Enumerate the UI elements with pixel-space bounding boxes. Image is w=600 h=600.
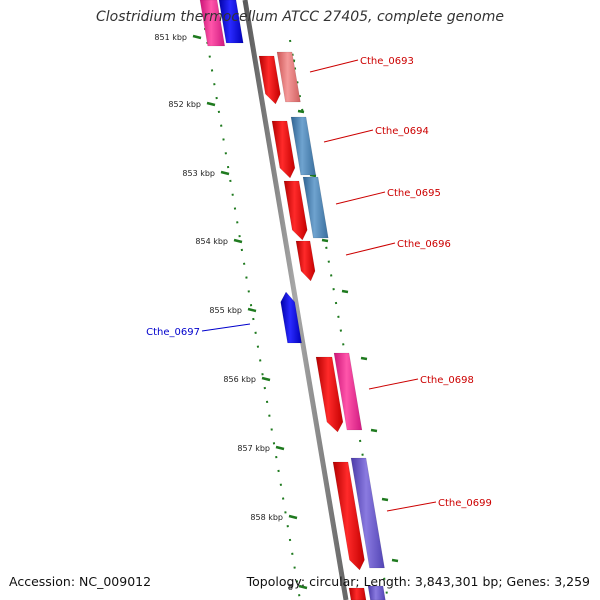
gene-name[interactable]: Cthe_0696 — [397, 239, 451, 250]
sequence-backbone — [242, 0, 349, 600]
tick-label: 858 kbp — [250, 513, 283, 522]
reverse-cds-feature — [218, 0, 244, 44]
outer-tick-mark — [370, 428, 378, 433]
map-title: Clostridium thermocellum ATCC 27405, com… — [96, 9, 504, 25]
gene-name[interactable]: Cthe_0693 — [360, 56, 414, 67]
ruler-tick: 856 kbp — [223, 375, 271, 384]
ruler-tick: 853 kbp — [182, 169, 230, 178]
tick-label: 855 kbp — [209, 306, 242, 315]
tick-label: 856 kbp — [223, 375, 256, 384]
leader-line — [323, 129, 374, 143]
ruler-tick: 8 — [288, 583, 308, 592]
cog-pink-feature — [333, 352, 363, 431]
ruler-tick: 852 kbp — [168, 100, 216, 109]
tick-mark — [261, 376, 271, 382]
tick-label: 851 kbp — [154, 33, 187, 42]
ruler-ticks: 851 kbp 852 kbp 853 kbp 854 kbp 855 kbp 856 k… — [154, 33, 399, 592]
gene-features — [199, 0, 386, 600]
forward-cds-feature — [258, 55, 281, 105]
outer-tick-mark — [381, 497, 389, 502]
cog-purple-feature — [367, 585, 386, 600]
tick-label: 854 kbp — [195, 237, 228, 246]
tick-label: 857 kbp — [237, 444, 270, 453]
cog-steelblue-feature — [302, 176, 329, 239]
tick-mark — [288, 514, 298, 520]
outer-tick-mark — [309, 173, 317, 178]
outer-tick-mark — [321, 238, 329, 243]
gene-label-cthe-0699[interactable]: Cthe_0699 — [386, 498, 492, 512]
forward-cds-feature — [332, 461, 365, 571]
leader-line — [345, 242, 396, 256]
gene-label-cthe-0693[interactable]: Cthe_0693 — [309, 56, 414, 73]
gene-name[interactable]: Cthe_0695 — [387, 188, 441, 199]
cog-purple-feature — [350, 457, 385, 569]
outer-tick-mark — [360, 356, 368, 361]
ruler-tick: 854 kbp — [195, 237, 243, 246]
forward-cds-feature — [348, 587, 367, 600]
outer-tick-mark — [391, 558, 399, 563]
outer-tick-mark — [341, 289, 349, 294]
leader-line — [201, 323, 251, 332]
cog-salmon-feature — [276, 51, 301, 103]
gene-name[interactable]: Cthe_0697 — [146, 327, 200, 338]
tick-label: 852 kbp — [168, 100, 201, 109]
leader-line — [368, 378, 419, 390]
tick-mark — [192, 34, 202, 40]
genome-summary: Topology: circular; Length: 3,843,301 bp… — [246, 574, 590, 589]
outer-tick-mark — [297, 109, 305, 114]
ruler-tick: 857 kbp — [237, 444, 285, 453]
ruler-tick: 851 kbp — [154, 33, 202, 42]
tick-mark — [220, 170, 230, 176]
accession-label: Accession: NC_009012 — [9, 574, 152, 589]
ruler-tick: 855 kbp — [209, 306, 257, 315]
forward-cds-feature — [271, 120, 296, 179]
forward-cds-feature — [283, 180, 308, 241]
tick-mark — [275, 445, 285, 451]
cog-steelblue-feature — [290, 116, 317, 176]
gene-label-cthe-0694[interactable]: Cthe_0694 — [323, 126, 429, 143]
leader-line — [386, 501, 437, 512]
cog-pink-feature — [199, 0, 226, 47]
gene-name[interactable]: Cthe_0694 — [375, 126, 429, 137]
tick-label: 8 — [288, 583, 293, 592]
tick-mark — [233, 238, 243, 244]
forward-cds-feature — [295, 240, 316, 282]
gene-label-cthe-0698[interactable]: Cthe_0698 — [368, 375, 474, 390]
tick-label: 853 kbp — [182, 169, 215, 178]
gene-label-cthe-0697[interactable]: Cthe_0697 — [146, 323, 251, 338]
tick-mark — [298, 584, 308, 590]
gene-name[interactable]: Cthe_0698 — [420, 375, 474, 386]
gene-name[interactable]: Cthe_0699 — [438, 498, 492, 509]
reverse-cds-feature — [280, 291, 302, 344]
ruler-tick: 858 kbp — [250, 513, 298, 522]
leader-line — [335, 191, 386, 205]
gene-labels: Cthe_0693 Cthe_0694 Cthe_0695 Cthe_0696 Cthe… — [146, 56, 492, 512]
gene-label-cthe-0696[interactable]: Cthe_0696 — [345, 239, 451, 256]
forward-cds-feature — [315, 356, 344, 433]
leader-line — [309, 59, 359, 73]
gene-label-cthe-0695[interactable]: Cthe_0695 — [335, 188, 441, 205]
tick-mark — [206, 101, 216, 107]
tick-mark — [247, 307, 257, 313]
